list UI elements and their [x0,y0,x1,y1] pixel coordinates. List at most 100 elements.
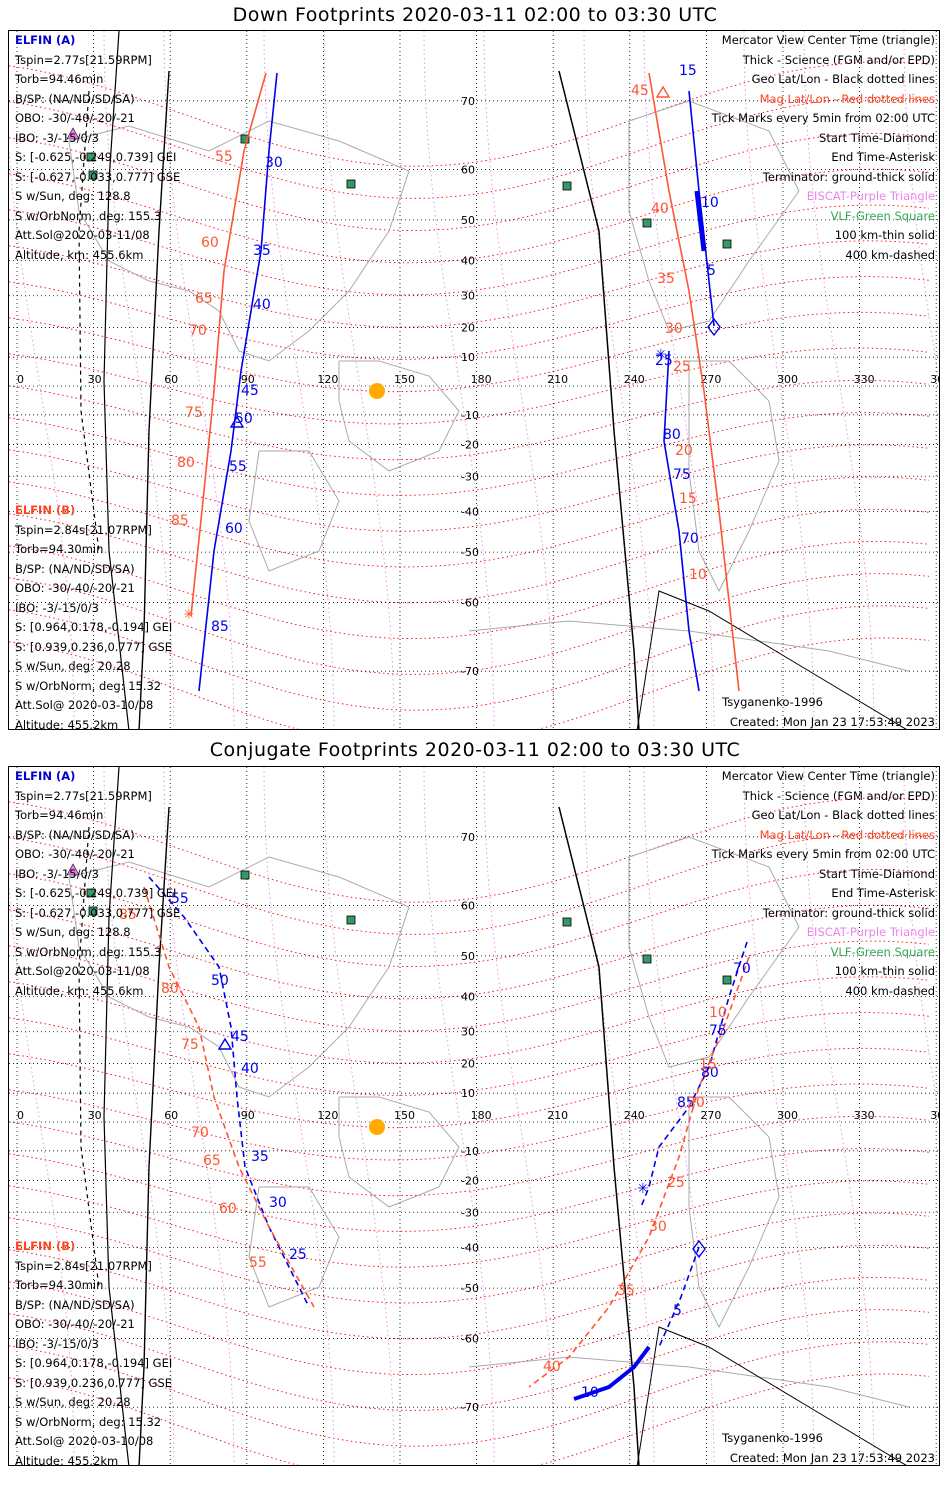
mag-lon-line [743,31,815,729]
vlf-station-square [722,975,732,985]
lon-axis-label: 30 [88,373,102,386]
mag-lon-line [643,767,715,1465]
mag-lat-line [9,476,930,568]
elfin-a-tick-label: 45 [241,383,259,399]
elfin-a-header: ELFIN (A) [15,769,76,783]
elfin-b-line: Tspin=2.84s[21.07RPM] [15,522,152,537]
elfin-b-tick-label: 85 [119,907,137,923]
elfin-b-tick-label: 65 [203,1153,221,1169]
eiscat-triangle [66,127,80,140]
elfin-b-track [648,72,740,692]
map-panel-down: 0 30 60 90 120 150 180 210 240 270 300 330 360 70 60 50… [8,30,940,730]
legend-line: End Time-Asterisk [831,886,935,900]
lat-axis-label: 30 [461,290,475,303]
lon-axis-label: 180 [471,1109,492,1122]
lon-axis-label: 240 [624,1109,645,1122]
legend-line: Tick Marks every 5min from 02:00 UTC [711,111,935,125]
coastline [628,836,800,1068]
lat-axis-label: -40 [461,505,479,518]
view-center-triangle [229,415,245,428]
mag-lon-line [263,767,335,1465]
mag-lat-line [9,1180,930,1268]
vlf-station-square [86,888,96,898]
elfin-a-tick-label: 85 [211,619,229,635]
mag-lat-line [9,204,930,296]
vlf-station-square [346,915,356,925]
elfin-b-tick-label: 80 [161,981,179,997]
coastline [468,1356,910,1408]
mag-lat-line [9,1277,930,1376]
elfin-b-tick-label: 15 [679,491,697,507]
elfin-b-tick-label: 70 [189,323,207,339]
mag-lon-line [323,31,395,729]
elfin-b-header: ELFIN (B) [15,503,76,517]
lat-axis-label: 10 [461,351,475,364]
elfin-a-track [198,72,278,692]
elfin-b-tick-label: 45 [631,83,649,99]
elfin-b-line: IBO: -3/-15/0/3 [15,600,99,615]
mag-lon-line [483,767,555,1465]
elfin-a-line: Tspin=2.77s[21.59RPM] [15,788,152,803]
coastline [628,100,800,332]
elfin-b-tick-label: 85 [171,513,189,529]
coastline [338,360,460,472]
mag-lon-line [263,31,335,729]
elfin-a-tick-label: 40 [253,297,271,313]
elfin-b-tick-label: 35 [657,271,675,287]
lat-axis-label: -70 [461,665,479,678]
elfin-a-line: Att.Sol@2020-03-11/08 [15,964,150,978]
elfin-b-track [190,72,267,617]
legend-line: Start Time-Diamond [819,130,935,145]
elfin-a-line: Tspin=2.77s[21.59RPM] [15,52,152,67]
lat-axis-label: -30 [461,1206,479,1219]
legend-line: 400 km-dashed [845,247,935,262]
mag-lon-line [9,145,75,729]
elfin-a-line: Torb=94.46min [15,72,104,86]
lon-axis-label: 0 [17,373,24,386]
lon-axis-label: 360 [930,1109,940,1122]
elfin-b-tick-label: 20 [687,1095,705,1111]
mag-lon-line [163,767,235,1465]
lat-axis-label: -60 [461,1332,479,1345]
legend-line: Terminator: ground-thick solid [762,905,935,920]
elfin-b-info: ELFIN (B) Tspin=2.84s[21.07RPM] Torb=94.… [15,1237,172,1465]
vlf-station-square [642,218,652,228]
elfin-a-tick-label: 5 [707,263,716,279]
elfin-a-tick-label: 5 [673,1303,682,1319]
mag-lat-line [9,1012,930,1096]
elfin-b-line: B/SP: (NA/ND/SD/SA) [15,561,135,576]
elfin-a-line: S w/OrbNorm, deg: 155.3 [15,208,162,223]
elfin-a-science [573,1345,651,1401]
coastline [688,360,780,593]
elfin-a-tick-label: 70 [681,531,699,547]
map-panel-conjugate: 0 30 60 90 120 150 180 210 240 270 300 330 360 70 60 50… [8,766,940,1466]
elfin-a-tick-label: 25 [289,1247,307,1263]
mag-lat-line [9,797,930,903]
elfin-a-line: S: [-0.627,-0.033,0.777] GSE [15,169,181,184]
coastline [68,856,410,1098]
lat-axis-label: 40 [461,255,475,268]
mag-lat-line [9,940,930,1032]
coastline [248,1186,340,1308]
created-label: Created: Mon Jan 23 17:53:49 2023 [729,715,935,729]
elfin-b-line: Att.Sol@ 2020-03-10/08 [15,1434,154,1448]
terminator-100km [636,1326,907,1465]
lon-axis-label: 210 [547,1109,568,1122]
elfin-a-tick-label: 10 [701,195,719,211]
mag-lat-line [9,1047,930,1129]
legend-line: Geo Lat/Lon - Black dotted lines [751,72,935,86]
elfin-a-track [640,941,748,1208]
elfin-b-line: OBO: -30/-40/-20/-21 [15,1317,135,1331]
elfin-a-tick-label: 35 [253,243,271,259]
vlf-station-square [346,179,356,189]
terminator-ground [558,806,640,1465]
lon-axis-label: 60 [164,1109,178,1122]
legend-line-mag: Mag Lat/Lon - Red dotted lines [759,91,935,106]
end-asterisk: ✳ [183,607,195,623]
mag-lat-line [9,1341,930,1447]
lat-axis-label: 10 [461,1087,475,1100]
end-asterisk: ✳ [637,1181,649,1197]
start-diamond [692,1239,706,1259]
lat-axis-label: 50 [461,950,475,963]
model-label: Tsyganenko-1996 [722,695,823,709]
